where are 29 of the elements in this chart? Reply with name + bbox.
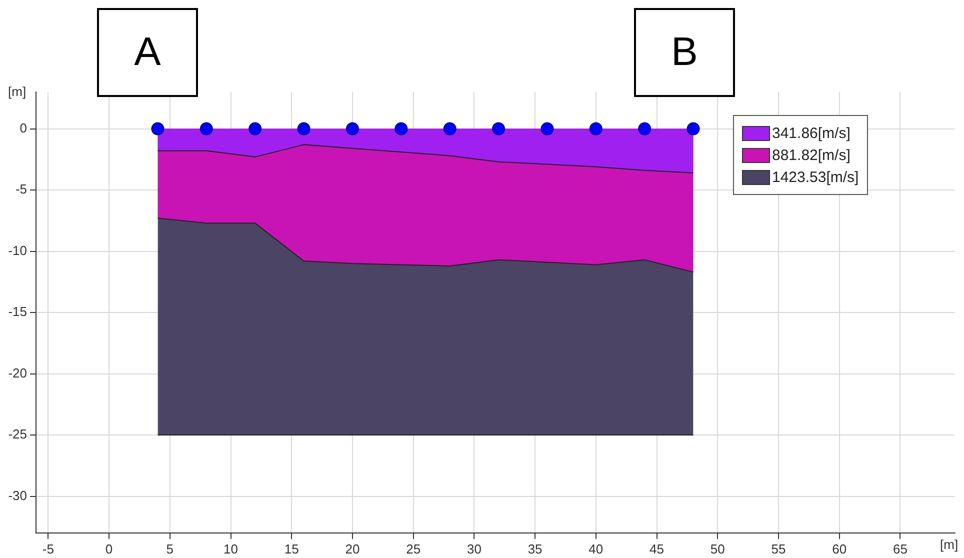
legend-label: 1423.53[m/s] [772, 168, 859, 186]
x-tick-label: 65 [892, 541, 908, 556]
legend-label: 881.82[m/s] [772, 146, 850, 164]
x-tick-label: 10 [224, 541, 238, 556]
y-tick-label: 0 [20, 120, 27, 136]
x-tick-label: 50 [710, 541, 725, 556]
x-axis-title: [m] [940, 537, 958, 552]
y-tick-label: -10 [8, 242, 27, 258]
text: A [97, 8, 198, 97]
x-tick-label: 20 [345, 541, 360, 556]
y-tick-label: -25 [8, 426, 27, 442]
text: B [634, 8, 735, 97]
x-tick-label: 5 [166, 541, 174, 556]
x-tick-label: 15 [284, 541, 299, 556]
x-tick-label: 25 [406, 541, 421, 556]
x-tick-label: 35 [528, 541, 542, 556]
y-axis-title: [m] [8, 84, 26, 99]
x-tick-label: 30 [466, 541, 482, 556]
y-tick-label: -30 [8, 488, 27, 503]
x-tick-label: 55 [771, 541, 786, 556]
legend-label: 341.86[m/s] [772, 124, 850, 142]
y-tick-label: -5 [15, 182, 27, 197]
x-tick-label: 45 [650, 541, 664, 556]
y-tick-label: -20 [8, 365, 27, 380]
y-tick-label: -15 [8, 304, 27, 320]
x-tick-label: 60 [832, 541, 847, 556]
x-tick-label: -5 [42, 541, 54, 556]
x-tick-label: 0 [105, 541, 113, 556]
x-tick-label: 40 [588, 541, 604, 556]
